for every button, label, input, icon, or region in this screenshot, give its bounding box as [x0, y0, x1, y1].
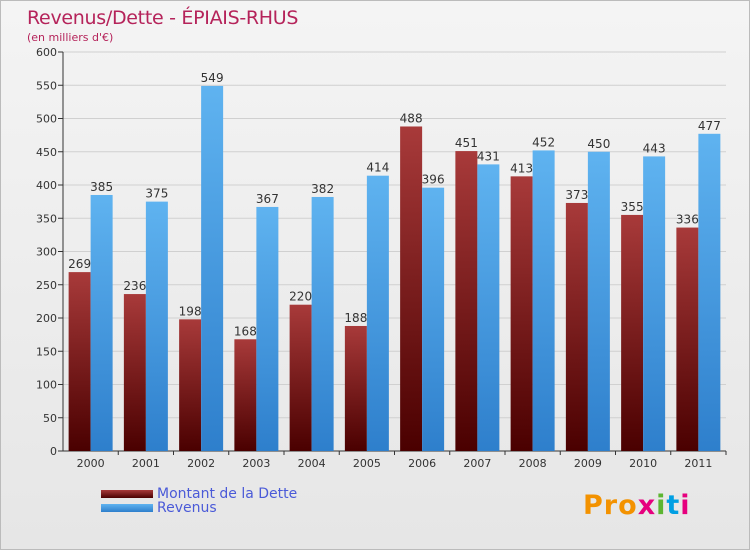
data-label: 549 — [201, 71, 224, 85]
data-label: 413 — [510, 161, 533, 175]
x-tick-label: 2005 — [353, 457, 381, 470]
data-label: 385 — [90, 180, 113, 194]
data-label: 236 — [123, 279, 146, 293]
y-tick-label: 250 — [36, 279, 57, 292]
x-tick-label: 2009 — [574, 457, 602, 470]
bar-dette — [455, 151, 478, 451]
logo-letter: P — [583, 490, 604, 521]
data-labels: 269 385 236 375 198 549 168 367 220 382 188 414 488 3… — [68, 71, 721, 338]
y-tick-label: 100 — [36, 379, 57, 392]
bar-dette — [234, 339, 257, 451]
y-tick-label: 200 — [36, 312, 57, 325]
data-label: 168 — [234, 324, 257, 338]
bar-revenus — [422, 187, 445, 451]
data-label: 431 — [477, 149, 500, 163]
data-label: 396 — [422, 173, 445, 187]
y-tick-label: 350 — [36, 212, 57, 225]
x-tick-label: 2011 — [684, 457, 712, 470]
data-label: 414 — [366, 161, 389, 175]
legend-swatch-dette — [101, 490, 153, 498]
bar-dette — [179, 319, 202, 451]
bar-dette — [676, 227, 699, 451]
bar-revenus — [587, 151, 610, 451]
x-tick-label: 2006 — [408, 457, 436, 470]
x-tick-label: 2004 — [298, 457, 326, 470]
x-tick-label: 2000 — [77, 457, 105, 470]
y-tick-label: 500 — [36, 113, 57, 126]
x-tick-label: 2010 — [629, 457, 657, 470]
y-tick-label: 150 — [36, 345, 57, 358]
logo-letter: t — [666, 490, 681, 521]
y-axis-ticks: 0 50 100 150 200 250 300 350 400 450 500 550 600 — [36, 46, 63, 458]
bar-revenus — [532, 150, 555, 452]
bar-revenus — [698, 133, 721, 452]
logo-letter: i — [680, 490, 691, 521]
data-label: 188 — [344, 311, 367, 325]
x-tick-label: 2001 — [132, 457, 160, 470]
legend-swatch-revenus — [101, 504, 153, 512]
bar-dette — [565, 202, 588, 451]
bar-revenus — [145, 201, 168, 451]
data-label: 373 — [565, 188, 588, 202]
data-label: 367 — [256, 192, 279, 206]
bar-dette — [68, 272, 91, 451]
y-tick-label: 600 — [36, 46, 57, 59]
bar-dette — [123, 294, 146, 451]
data-label: 382 — [311, 182, 334, 196]
legend-label-dette: Montant de la Dette — [157, 486, 298, 502]
bar-revenus — [477, 164, 500, 451]
x-tick-label: 2008 — [519, 457, 547, 470]
bar-dette — [621, 214, 644, 451]
bar-revenus — [643, 156, 666, 451]
bar-dette — [400, 126, 423, 451]
data-label: 477 — [698, 119, 721, 133]
data-label: 375 — [145, 187, 168, 201]
logo-letter: o — [618, 490, 638, 521]
logo-letter: x — [637, 490, 657, 521]
bars — [68, 85, 721, 452]
bar-revenus — [366, 175, 389, 451]
bar-dette — [289, 304, 312, 451]
y-tick-label: 550 — [36, 79, 57, 92]
y-tick-label: 50 — [43, 412, 57, 425]
data-label: 451 — [455, 136, 478, 150]
bar-revenus — [311, 196, 334, 451]
bar-revenus — [256, 206, 279, 451]
logo-letter: i — [656, 490, 667, 521]
chart-subtitle: (en milliers d'€) — [27, 31, 114, 44]
legend-label-revenus: Revenus — [157, 500, 217, 516]
proxiti-logo: Proxiti — [583, 490, 691, 521]
y-tick-label: 0 — [50, 445, 57, 458]
x-tick-label: 2003 — [242, 457, 270, 470]
data-label: 336 — [676, 213, 699, 227]
data-label: 488 — [400, 111, 423, 125]
x-tick-label: 2002 — [187, 457, 215, 470]
data-label: 450 — [587, 137, 610, 151]
x-axis-ticks: 2000 2001 2002 2003 2004 2005 2006 2007 2008 2009… — [77, 451, 727, 470]
data-label: 452 — [532, 135, 555, 149]
logo-letter: r — [603, 490, 619, 521]
bar-dette — [344, 325, 367, 451]
x-tick-label: 2007 — [463, 457, 491, 470]
bar-revenus — [90, 194, 113, 451]
data-label: 355 — [621, 200, 644, 214]
data-label: 198 — [179, 304, 202, 318]
y-tick-label: 450 — [36, 146, 57, 159]
y-tick-label: 300 — [36, 246, 57, 259]
data-label: 443 — [643, 141, 666, 155]
data-label: 269 — [68, 257, 91, 271]
bar-dette — [510, 176, 533, 452]
chart-title: Revenus/Dette - ÉPIAIS-RHUS — [27, 7, 299, 29]
bar-revenus — [201, 85, 224, 451]
data-label: 220 — [289, 290, 312, 304]
y-tick-label: 400 — [36, 179, 57, 192]
